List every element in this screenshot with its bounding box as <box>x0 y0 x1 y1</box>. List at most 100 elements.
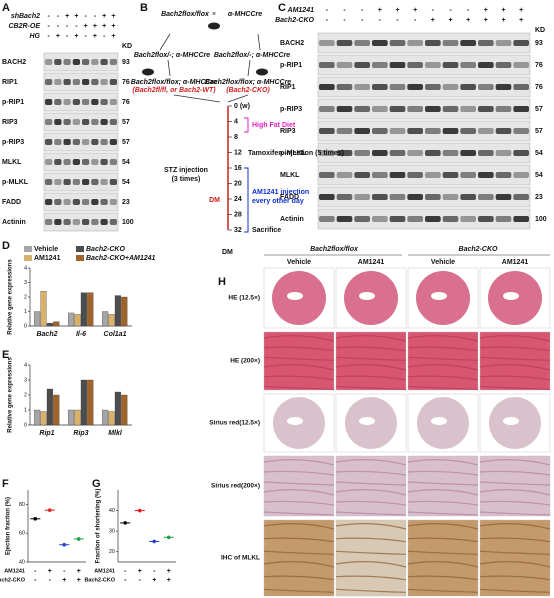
sign: - <box>361 17 364 24</box>
kd-label: 57 <box>122 139 130 146</box>
blot-band <box>63 179 71 185</box>
sign: + <box>378 7 382 14</box>
protein-label: BACH2 <box>2 59 26 66</box>
sign: + <box>93 23 97 30</box>
blot-band <box>63 159 71 165</box>
blot-strip <box>317 164 531 186</box>
y-axis-label: Fraction of shortening (%) <box>96 489 102 564</box>
sign: - <box>57 13 60 20</box>
sign: - <box>49 577 52 584</box>
blot-band <box>45 59 53 65</box>
fiber <box>335 575 407 581</box>
blot-band <box>319 194 335 200</box>
week-label: 0 (w) <box>234 103 250 110</box>
blot-band <box>460 128 476 134</box>
panel-letter: H <box>218 276 226 288</box>
sign: + <box>111 23 115 30</box>
blot-band <box>442 40 459 46</box>
group-header: Bach2flox/flox <box>310 246 359 253</box>
mean-dot <box>62 542 67 547</box>
blot-band <box>389 128 406 134</box>
blot-strip <box>317 76 531 98</box>
week-label: 8 <box>234 134 238 141</box>
bar <box>114 295 121 327</box>
fiber <box>479 537 551 543</box>
blot-band <box>372 172 388 178</box>
mouse-icon <box>142 68 154 76</box>
protein-label: FADD <box>280 194 299 201</box>
panel-letter: C <box>278 2 286 14</box>
blot-band <box>100 179 108 185</box>
arrow <box>257 33 261 51</box>
sign: + <box>501 17 505 24</box>
stz-label: STZ injection <box>164 167 208 174</box>
blot-band <box>460 62 476 68</box>
blot-band <box>82 179 90 185</box>
sign: - <box>94 13 97 20</box>
blot-band <box>109 179 117 185</box>
blot-band <box>478 128 494 134</box>
kd-label: 76 <box>535 62 543 69</box>
fiber <box>407 481 479 486</box>
sign: + <box>56 33 60 40</box>
fiber <box>263 550 335 555</box>
blot-band <box>82 159 90 165</box>
sign: - <box>75 23 78 30</box>
blot-strip <box>43 112 119 132</box>
legend-label: Vehicle <box>34 246 58 253</box>
fiber <box>479 375 551 381</box>
blot-band <box>91 79 99 85</box>
bar <box>80 292 87 327</box>
kd-label: 54 <box>122 179 130 186</box>
blot-band <box>82 139 90 145</box>
fiber <box>335 511 407 516</box>
blot-band <box>91 179 99 185</box>
blot-band <box>109 159 117 165</box>
genotype: Bach2flox/flox <box>161 11 210 18</box>
week-label: 20 <box>234 180 242 187</box>
sign: - <box>449 7 452 14</box>
sign: - <box>361 7 364 14</box>
histology-image <box>335 519 407 597</box>
blot-band <box>91 159 99 165</box>
condition-label: HG <box>30 33 41 40</box>
fiber <box>479 335 551 342</box>
blot-band <box>389 84 406 90</box>
sign: + <box>111 13 115 20</box>
condition-label: Bach2-CKO <box>275 17 314 24</box>
blot-band <box>72 79 80 85</box>
blot-band <box>460 216 476 222</box>
sign: + <box>395 7 399 14</box>
y-tick-label: 4 <box>24 362 27 368</box>
blot-band <box>336 194 353 200</box>
mean-dot <box>152 539 157 544</box>
blot-band <box>389 216 406 222</box>
blot-band <box>109 119 117 125</box>
fiber <box>407 459 479 466</box>
blot-band <box>478 40 494 46</box>
x-tick-label: Rip1 <box>39 430 54 437</box>
fiber <box>263 470 335 476</box>
blot-band <box>54 159 62 165</box>
blot-band <box>407 40 423 46</box>
blot-band <box>354 128 370 134</box>
sign: - <box>66 33 69 40</box>
blot-band <box>354 150 370 156</box>
sign: - <box>34 577 37 584</box>
blot-band <box>82 79 90 85</box>
y-tick-label: 0 <box>24 323 27 329</box>
blot-band <box>63 119 71 125</box>
protein-label: MLKL <box>280 172 300 179</box>
blot-band <box>425 216 441 222</box>
sign: + <box>431 17 435 24</box>
x-tick-label: Bach2 <box>36 331 57 338</box>
fiber <box>407 511 479 516</box>
arrow <box>247 59 251 77</box>
fiber <box>407 550 479 555</box>
blot-band <box>63 79 71 85</box>
blot-band <box>513 172 529 178</box>
histology-image <box>263 519 335 597</box>
fiber <box>479 459 551 466</box>
sign: - <box>47 23 50 30</box>
bar <box>40 411 47 426</box>
